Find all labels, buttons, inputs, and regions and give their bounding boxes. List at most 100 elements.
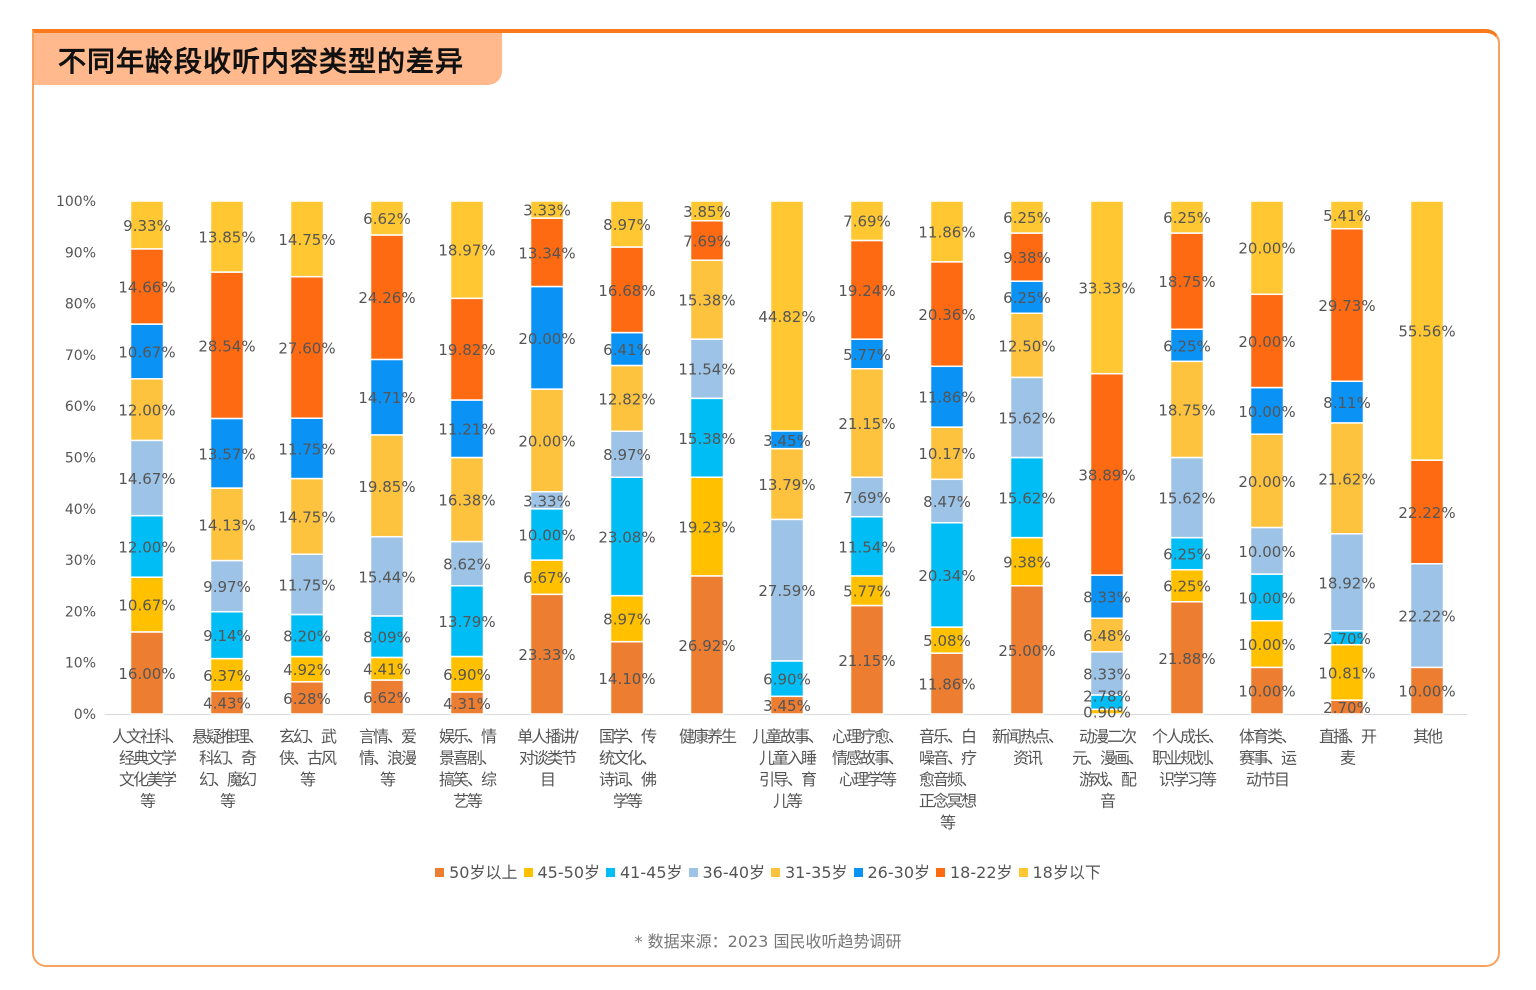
x-category-label: 麦 [1340,749,1356,768]
data-label: 29.73% [1318,297,1375,315]
data-label: 9.38% [1003,554,1051,572]
x-category-label: 体育类、 [1239,727,1295,746]
legend-swatch [523,868,533,877]
data-label: 5.08% [923,632,971,650]
bar-segment [1009,312,1045,379]
bar-segment [1169,456,1205,539]
data-label: 15.38% [678,292,735,310]
legend-swatch [606,868,615,877]
data-label: 6.25% [1163,578,1211,596]
bar-segment [449,200,485,300]
x-category-label: 儿等 [773,792,803,811]
bar-segment [689,575,725,715]
bar-segment [529,593,565,715]
data-label: 10.00% [1238,636,1295,654]
bar-segment [1329,380,1365,424]
data-label: 6.67% [523,569,571,587]
bar-segment [529,217,565,288]
x-category-label: 诗词、佛 [599,770,657,789]
bar-segment [849,604,885,715]
x-category-label: 心理疗愈、 [832,727,902,746]
bar-segment [209,271,245,420]
bar-segment [769,200,805,432]
bar-segment [129,248,165,325]
data-label: 3.45% [763,432,811,450]
x-category-label: 等 [140,792,156,811]
data-label: 6.62% [363,210,411,228]
legend-swatch [771,868,780,877]
x-category-label: 情感故事、 [832,749,902,768]
data-label: 20.00% [1238,333,1295,351]
bar-segment [129,631,165,715]
data-label: 12.50% [998,337,1055,355]
legend: 50岁以上 45-50岁 41-45岁 36-40岁 31-35岁 26-30岁 18-22… [0,859,1536,883]
x-category-label: 音 [1100,792,1116,811]
bar-segment [1409,200,1445,461]
y-tick-label: 30% [65,553,96,569]
data-label: 14.75% [278,508,335,526]
bar-segment [1009,585,1045,715]
bar-segment [209,200,245,273]
data-label: 18.75% [1158,273,1215,291]
y-tick-label: 80% [65,297,96,313]
bar-segment [209,610,245,660]
data-label: 19.82% [438,341,495,359]
data-label: 16.00% [118,665,175,683]
data-label: 44.82% [758,308,815,326]
data-label: 14.75% [278,231,335,249]
bar-segment [369,358,405,436]
x-category-label: 儿童故事、 [752,727,822,746]
x-category-label: 等 [940,813,956,832]
bar-segment [1009,280,1045,314]
data-label: 4.41% [363,661,411,679]
x-category-label: 对谈类节 [519,749,577,768]
data-label: 25.00% [998,642,1055,660]
data-label: 6.48% [1083,627,1131,645]
x-category-label: 等 [300,770,316,789]
data-label: 55.56% [1398,323,1455,341]
data-label: 6.25% [1163,546,1211,564]
data-label: 11.75% [278,440,335,458]
legend-swatch [1018,868,1028,877]
data-label: 15.62% [998,490,1055,508]
data-label: 15.38% [678,430,735,448]
bar-segment [289,477,325,555]
y-tick-label: 100% [56,194,96,210]
bar-segment [1409,666,1445,715]
legend-label: 41-45岁 [620,863,683,882]
data-label: 8.47% [923,493,971,511]
data-label: 18.92% [1318,574,1375,592]
x-category-label: 引导、育 [759,770,817,789]
bar-segment [1009,456,1045,539]
bar-segment [689,476,725,577]
data-label: 10.00% [1398,683,1455,701]
data-label: 21.62% [1318,470,1375,488]
x-category-label: 识学习等 [1159,770,1217,789]
x-category-label: 悬疑推理、 [192,727,262,746]
data-label: 20.00% [1238,473,1295,491]
data-label: 6.25% [1003,209,1051,227]
bar-segment [1089,651,1125,696]
bar-segment [369,535,405,617]
data-label: 21.15% [838,652,895,670]
data-label: 8.97% [603,446,651,464]
bar-segment [1009,200,1045,234]
data-label: 8.62% [443,556,491,574]
x-category-label: 娱乐、情 [439,727,497,746]
bar-segment [209,559,245,613]
bar-segment [209,417,245,489]
data-label: 6.25% [1003,289,1051,307]
x-category-label: 心理学等 [839,770,897,789]
data-label: 8.97% [603,216,651,234]
bar-segment [929,365,965,428]
y-tick-label: 10% [65,656,96,672]
data-label: 21.15% [838,415,895,433]
bar-segment [929,478,965,524]
x-category-label: 情、浪漫 [359,749,417,768]
bar-segment [1409,562,1445,669]
bar-segment [609,364,645,432]
x-category-label: 游戏、配 [1079,770,1137,789]
data-label: 3.45% [763,697,811,715]
data-label: 7.69% [843,489,891,507]
data-label: 28.54% [198,337,255,355]
